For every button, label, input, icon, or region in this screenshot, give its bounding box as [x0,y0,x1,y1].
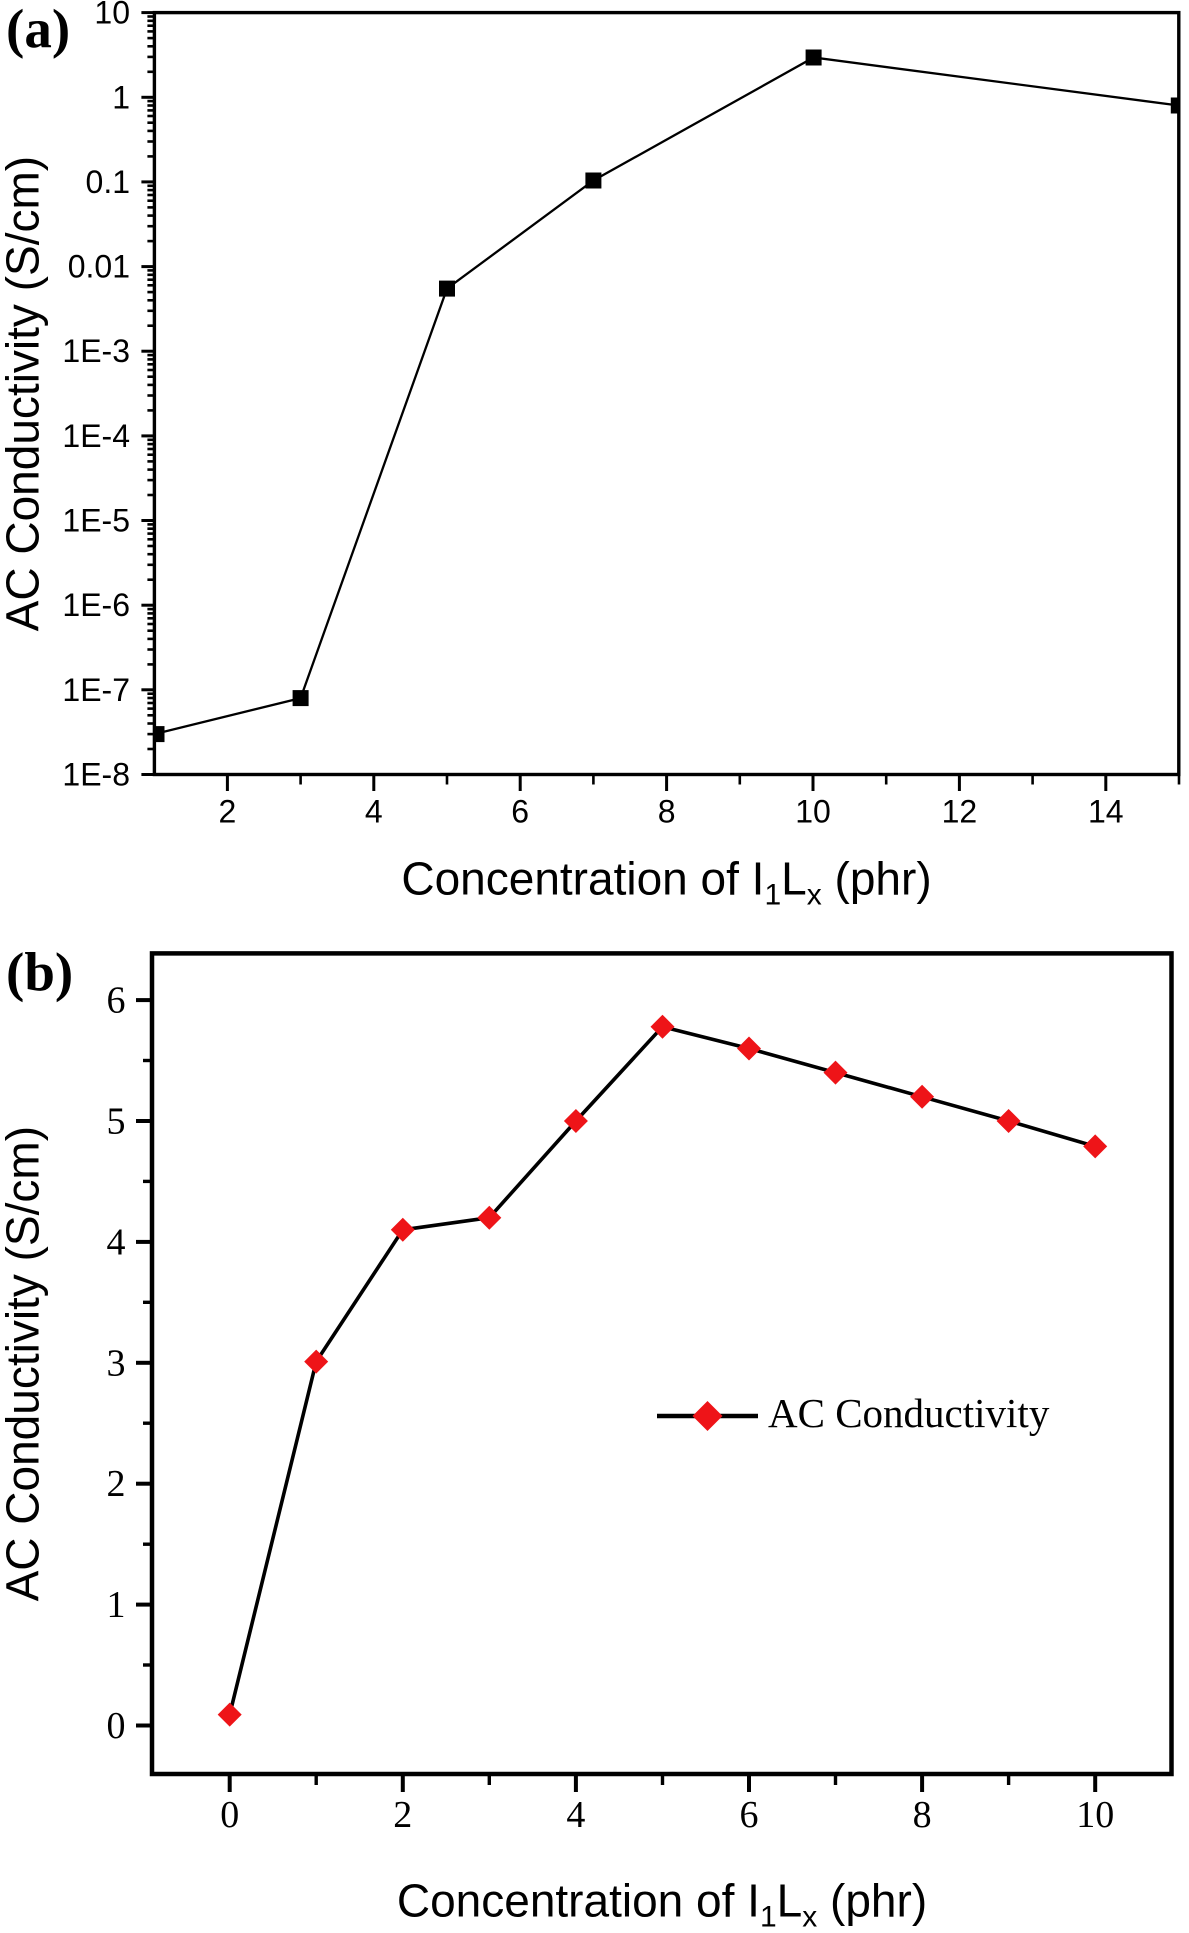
svg-text:1E-8: 1E-8 [62,757,130,793]
svg-text:3: 3 [107,1342,126,1384]
svg-text:2: 2 [219,794,237,830]
svg-text:1E-6: 1E-6 [62,587,130,623]
svg-text:0.1: 0.1 [86,164,130,200]
svg-text:4: 4 [107,1221,126,1263]
svg-text:4: 4 [566,1794,585,1836]
svg-text:1E-3: 1E-3 [62,333,130,369]
svg-text:AC Conductivity (S/cm): AC Conductivity (S/cm) [0,1126,49,1601]
svg-text:12: 12 [942,794,978,830]
svg-text:Concentration of I1Lx (phr): Concentration of I1Lx (phr) [401,853,931,912]
svg-text:1: 1 [107,1584,126,1626]
svg-text:1E-4: 1E-4 [62,418,130,454]
svg-text:1E-7: 1E-7 [62,672,130,708]
svg-text:5: 5 [107,1101,126,1143]
svg-text:1: 1 [112,79,130,115]
svg-text:AC Conductivity: AC Conductivity [768,1390,1050,1436]
svg-text:(b): (b) [6,942,73,1003]
svg-text:1E-5: 1E-5 [62,503,130,539]
svg-text:8: 8 [913,1794,932,1836]
svg-text:6: 6 [511,794,529,830]
svg-text:6: 6 [740,1794,759,1836]
svg-text:Concentration of I1Lx (phr): Concentration of I1Lx (phr) [397,1875,927,1933]
svg-text:14: 14 [1088,794,1124,830]
svg-text:6: 6 [107,980,126,1022]
svg-text:10: 10 [795,794,831,830]
svg-text:8: 8 [658,794,676,830]
svg-text:(a): (a) [6,0,70,59]
svg-text:0: 0 [107,1705,126,1747]
svg-text:0.01: 0.01 [68,249,130,285]
svg-text:AC Conductivity (S/cm): AC Conductivity (S/cm) [0,156,49,631]
svg-text:4: 4 [365,794,383,830]
svg-text:2: 2 [393,1794,412,1836]
svg-text:10: 10 [94,0,130,31]
svg-text:10: 10 [1076,1794,1114,1836]
svg-text:0: 0 [220,1794,239,1836]
svg-text:2: 2 [107,1463,126,1505]
